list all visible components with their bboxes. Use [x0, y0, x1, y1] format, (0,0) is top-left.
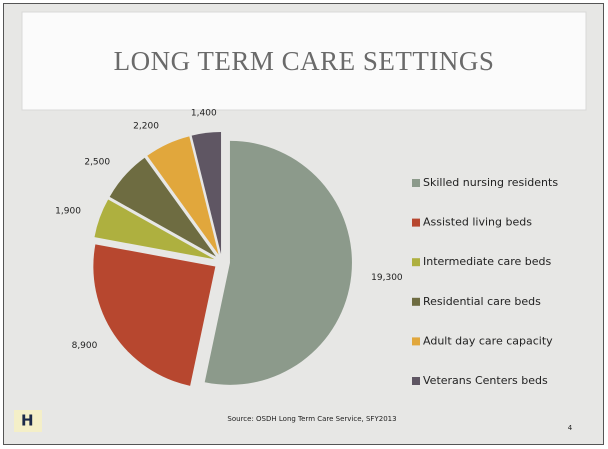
chart-title: LONG TERM CARE SETTINGS [114, 46, 495, 76]
legend-swatch [412, 258, 420, 267]
pie-slice [147, 136, 219, 255]
legend-label: Residential care beds [423, 295, 541, 308]
logo: H [21, 412, 34, 430]
data-label: 8,900 [72, 341, 98, 351]
source-note: Source: OSDH Long Term Care Service, SFY… [227, 415, 396, 423]
data-label: 2,200 [133, 121, 159, 131]
legend-swatch [412, 297, 420, 306]
legend-swatch [412, 218, 420, 227]
logo-box [14, 410, 42, 432]
data-label: 1,900 [55, 206, 81, 216]
legend-label: Assisted living beds [423, 216, 532, 229]
title-box [21, 11, 587, 111]
data-label: 19,300 [371, 273, 403, 283]
pie-slice [109, 157, 217, 257]
legend-swatch [412, 179, 420, 187]
data-label: 1,400 [191, 109, 217, 119]
pie-slice [191, 132, 222, 255]
legend-swatch [412, 337, 420, 346]
pie-slice [93, 244, 216, 386]
legend-label: Intermediate care beds [423, 255, 552, 268]
legend-label: Veterans Centers beds [423, 374, 548, 387]
legend-label: Adult day care capacity [423, 334, 553, 347]
pie-slice [204, 140, 352, 385]
page-number: 4 [568, 424, 573, 432]
data-label: 2,500 [84, 158, 110, 168]
legend-swatch [412, 377, 420, 385]
pie-slice [94, 199, 215, 260]
legend-label: Skilled nursing residents [423, 176, 558, 189]
